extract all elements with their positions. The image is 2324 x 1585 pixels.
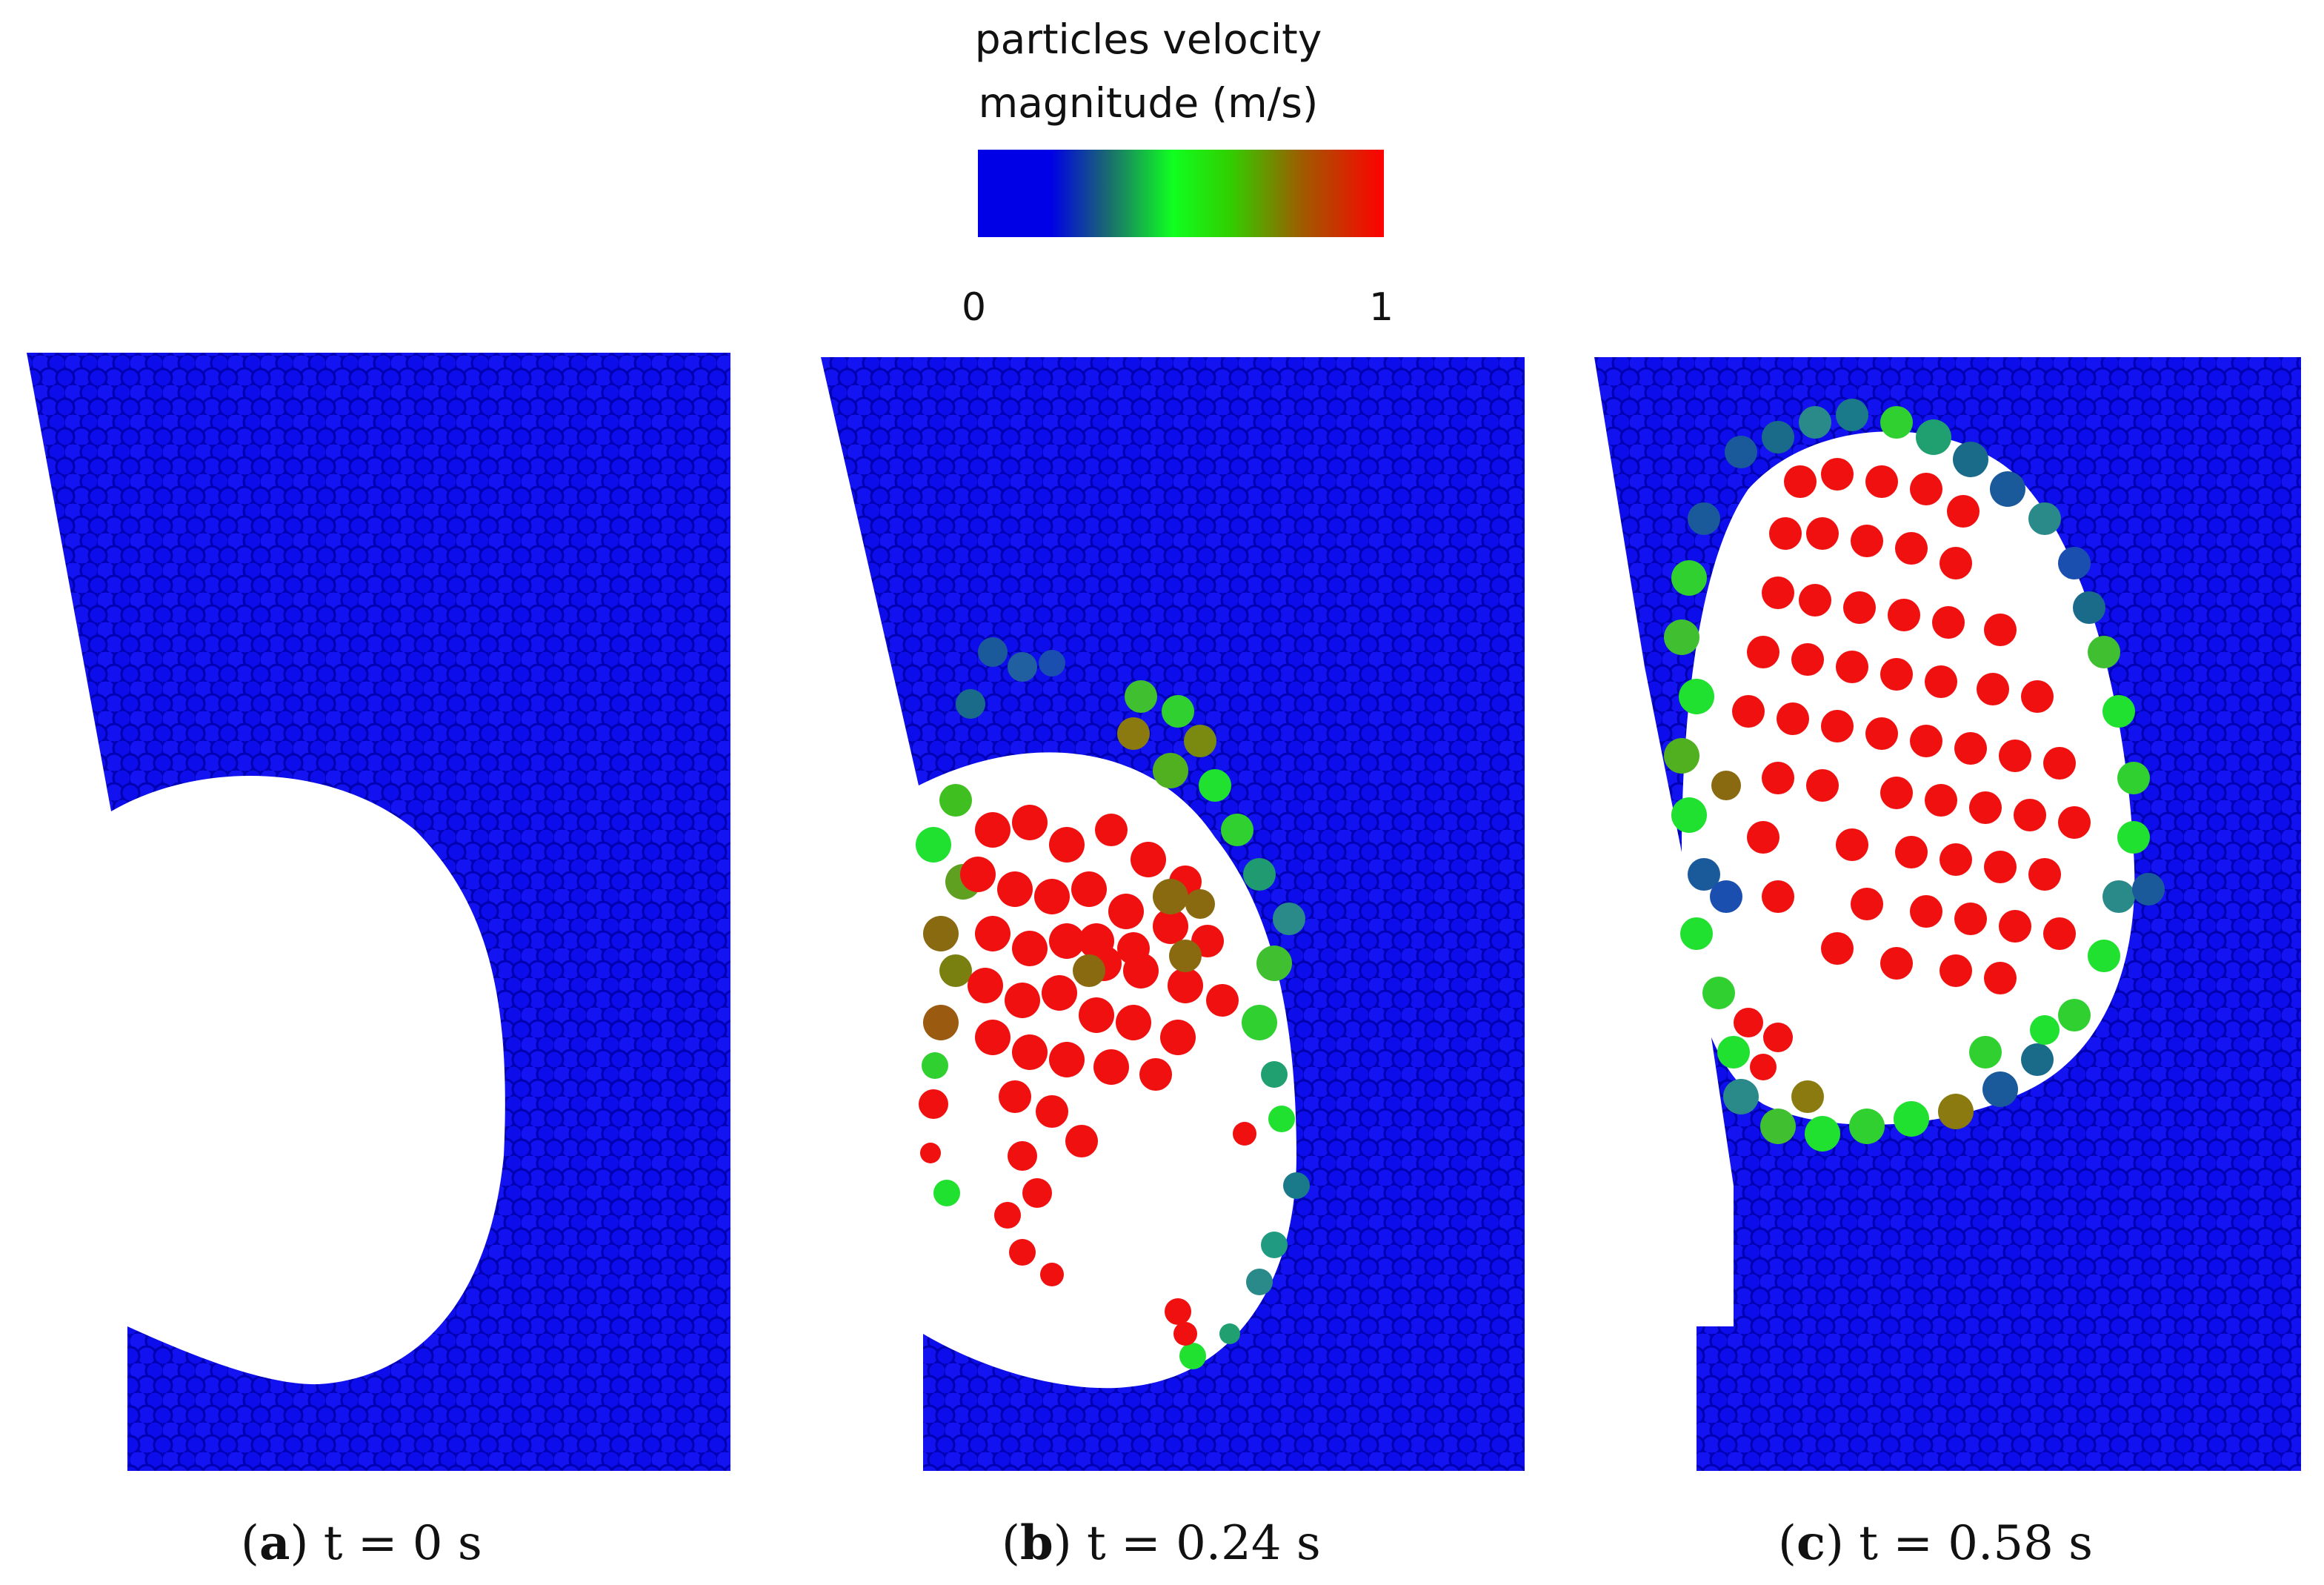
legend-title-line2: magnitude (m/s) bbox=[978, 79, 1319, 127]
panel-c-moving-particles bbox=[1664, 399, 2165, 1152]
legend-title-line1: particles velocity bbox=[974, 16, 1322, 63]
panel-b-mid-particles bbox=[1073, 879, 1215, 987]
caption-a: (a) t = 0 s bbox=[241, 1515, 482, 1571]
panel-b-cavity-particles bbox=[916, 637, 1310, 1369]
panel-c-fast-particles bbox=[1732, 458, 2091, 1080]
caption-c-letter: c bbox=[1796, 1515, 1825, 1571]
panel-b-fast-particles bbox=[919, 805, 1256, 1346]
caption-c: (c) t = 0.58 s bbox=[1778, 1515, 2093, 1571]
caption-b-time: t = 0.24 s bbox=[1087, 1516, 1321, 1571]
caption-b-letter: b bbox=[1019, 1515, 1053, 1571]
legend-title: particles velocity magnitude (m/s) bbox=[741, 7, 1556, 135]
panel-a bbox=[27, 353, 730, 1471]
panel-c-hollow bbox=[1682, 431, 2135, 1125]
caption-c-time: t = 0.58 s bbox=[1859, 1516, 2093, 1571]
caption-a-letter: a bbox=[259, 1515, 290, 1571]
panel-b-particle-bed bbox=[821, 357, 1525, 1471]
caption-b: (b) t = 0.24 s bbox=[1002, 1515, 1321, 1571]
panel-a-particle-bed bbox=[27, 353, 730, 1471]
legend-min-label: 0 bbox=[962, 285, 987, 330]
panel-b bbox=[821, 357, 1525, 1471]
panel-c bbox=[1594, 357, 2301, 1471]
panel-c-edge-particles bbox=[1664, 399, 2165, 1152]
caption-a-time: t = 0 s bbox=[323, 1516, 482, 1571]
colorbar bbox=[978, 150, 1384, 237]
legend-max-label: 1 bbox=[1369, 285, 1394, 330]
